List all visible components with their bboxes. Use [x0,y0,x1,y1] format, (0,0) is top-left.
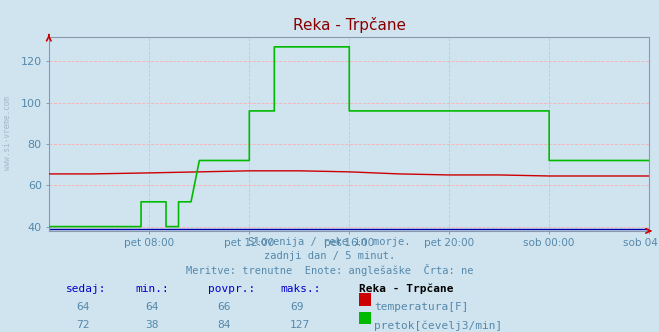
Text: Reka - Trpčane: Reka - Trpčane [359,284,453,294]
Text: 38: 38 [145,320,158,330]
Text: zadnji dan / 5 minut.: zadnji dan / 5 minut. [264,251,395,261]
Text: temperatura[F]: temperatura[F] [374,302,469,312]
Text: 64: 64 [145,302,158,312]
Text: Meritve: trenutne  Enote: anglešaške  Črta: ne: Meritve: trenutne Enote: anglešaške Črta… [186,264,473,276]
Title: Reka - Trpčane: Reka - Trpčane [293,17,406,33]
Text: 66: 66 [217,302,231,312]
Text: min.:: min.: [135,284,169,294]
Text: Slovenija / reke in morje.: Slovenija / reke in morje. [248,237,411,247]
Text: www.si-vreme.com: www.si-vreme.com [3,96,13,170]
Text: 69: 69 [290,302,303,312]
Text: 64: 64 [76,302,89,312]
Text: 84: 84 [217,320,231,330]
Text: sedaj:: sedaj: [66,284,106,294]
Text: 72: 72 [76,320,89,330]
Text: maks.:: maks.: [280,284,320,294]
Text: pretok[čevelj3/min]: pretok[čevelj3/min] [374,320,503,331]
Text: povpr.:: povpr.: [208,284,255,294]
Text: 127: 127 [290,320,310,330]
